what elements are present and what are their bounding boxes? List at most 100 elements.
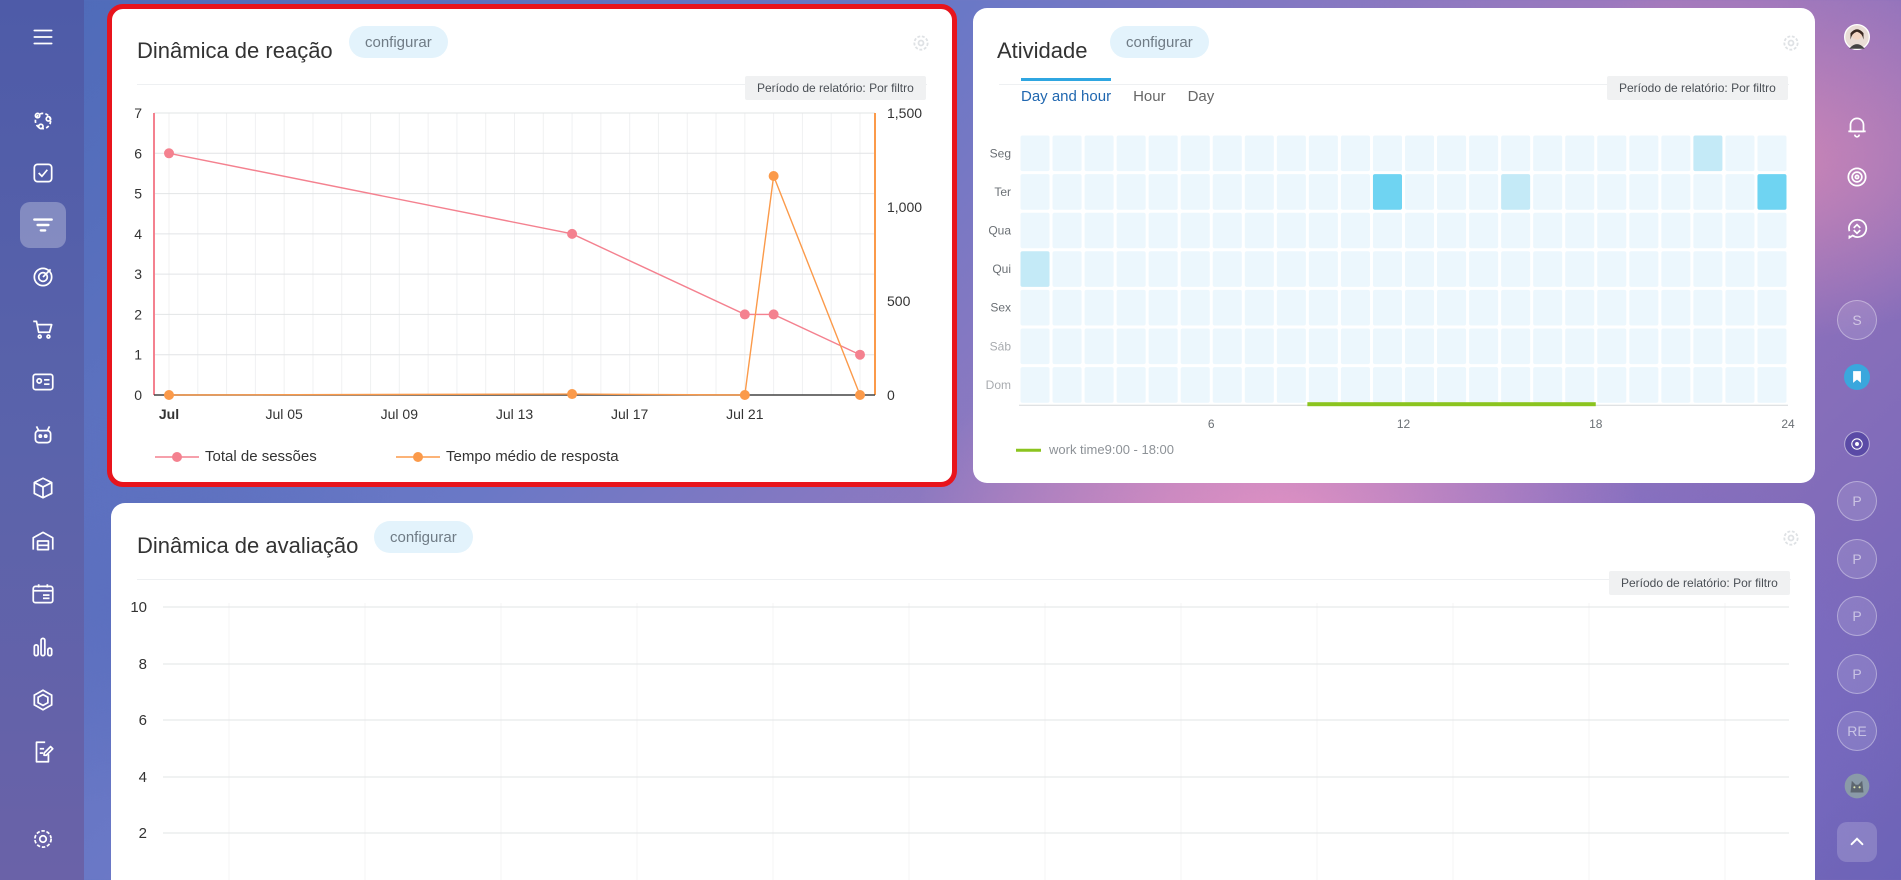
heatmap-cell	[1661, 135, 1691, 172]
heatmap-cell	[1533, 251, 1563, 287]
legend-label: Tempo médio de resposta	[446, 448, 619, 465]
heatmap-cell	[1565, 174, 1595, 210]
data-point	[567, 389, 578, 400]
heatmap-cell	[1725, 367, 1755, 403]
y-tick-label: 4	[139, 769, 147, 786]
heatmap-cell	[1757, 174, 1787, 210]
contact-avatar-p3[interactable]: P	[1837, 596, 1877, 636]
sidebar-item-crm[interactable]	[20, 98, 66, 144]
configure-button[interactable]: configurar	[349, 26, 448, 58]
heatmap-cell	[1084, 289, 1114, 326]
settings-gear-icon[interactable]	[911, 33, 931, 53]
heatmap-cell	[1597, 135, 1627, 172]
heatmap-cell	[1629, 328, 1659, 365]
y-tick-label-left: 5	[134, 186, 142, 202]
contact-avatar-cat[interactable]	[1837, 766, 1877, 806]
y-tick-label: 8	[139, 656, 147, 673]
x-tick-label: Jul 05	[265, 406, 303, 422]
sidebar-item-target[interactable]	[20, 254, 66, 300]
robot-icon	[34, 425, 52, 444]
heatmap-cell	[1212, 328, 1242, 365]
cart-icon	[33, 320, 53, 339]
heatmap-cell	[1180, 289, 1210, 326]
x-tick-label: Jul 13	[496, 406, 534, 422]
configure-button[interactable]: configurar	[1110, 26, 1209, 58]
configure-button[interactable]: configurar	[374, 521, 473, 553]
settings-gear-icon[interactable]	[1781, 33, 1801, 53]
cat-avatar-icon	[1844, 773, 1870, 799]
heatmap-cell	[1244, 289, 1274, 326]
heatmap-cell	[1693, 367, 1723, 403]
menu-button[interactable]	[20, 14, 66, 60]
header-divider	[137, 84, 927, 85]
x-tick-label: 6	[1208, 417, 1215, 431]
heatmap-cell	[1308, 212, 1338, 249]
heatmap-cell	[1437, 251, 1467, 287]
heatmap-cell	[1437, 289, 1467, 326]
heatmap-cell	[1244, 367, 1274, 403]
group-chat-button[interactable]	[1837, 424, 1877, 464]
heatmap-cell	[1340, 135, 1370, 172]
legend-item-sessions[interactable]: Total de sessões	[155, 448, 317, 465]
heatmap-cell	[1084, 367, 1114, 403]
sidebar-item-shop[interactable]	[20, 306, 66, 352]
contact-avatar-p2[interactable]: P	[1837, 539, 1877, 579]
legend-item-response-time[interactable]: Tempo médio de resposta	[396, 448, 619, 465]
heatmap-cell	[1501, 367, 1531, 403]
contact-avatar-s[interactable]: S	[1837, 300, 1877, 340]
sidebar-item-warehouse[interactable]	[20, 518, 66, 564]
bookmark-icon	[1844, 364, 1870, 390]
copilot-button[interactable]	[1837, 157, 1877, 197]
card-title: Atividade	[997, 38, 1088, 63]
tab-day-and-hour[interactable]: Day and hour	[1021, 78, 1112, 118]
heatmap-cell	[1148, 251, 1178, 287]
bookmarks-button[interactable]	[1837, 357, 1877, 397]
contact-avatar-re[interactable]: RE	[1837, 711, 1877, 751]
sidebar-item-tasks[interactable]	[20, 150, 66, 196]
sidebar-item-settings[interactable]	[20, 816, 66, 862]
contact-avatar-p1[interactable]: P	[1837, 481, 1877, 521]
chat-sync-button[interactable]	[1837, 209, 1877, 249]
sidebar-item-automation[interactable]	[20, 412, 66, 458]
heatmap-row-label: Qui	[992, 262, 1011, 276]
heatmap-cell	[1597, 174, 1627, 210]
heatmap-cell	[1629, 174, 1659, 210]
heatmap-cell	[1180, 251, 1210, 287]
heatmap-cell	[1340, 328, 1370, 365]
heatmap-cell	[1148, 135, 1178, 172]
heatmap-cell	[1276, 174, 1306, 210]
tab-hour[interactable]: Hour	[1133, 88, 1166, 105]
heatmap-cell	[1501, 289, 1531, 326]
heatmap-cell	[1244, 328, 1274, 365]
user-avatar[interactable]	[1837, 17, 1877, 57]
heatmap-cell	[1052, 212, 1082, 249]
sidebar-item-calendar[interactable]	[20, 571, 66, 617]
settings-gear-icon[interactable]	[1781, 528, 1801, 548]
sidebar-item-inventory[interactable]	[20, 465, 66, 511]
sidebar-item-contacts[interactable]	[20, 359, 66, 405]
y-tick-label-right: 0	[887, 387, 895, 403]
heatmap-cell	[1629, 135, 1659, 172]
data-point	[739, 309, 750, 320]
data-point	[164, 148, 174, 159]
heatmap-cell	[1148, 328, 1178, 365]
notifications-button[interactable]	[1837, 106, 1877, 146]
contact-avatar-p4[interactable]: P	[1837, 654, 1877, 694]
heatmap-cell	[1276, 135, 1306, 172]
tab-day[interactable]: Day	[1187, 88, 1215, 105]
heatmap-cell	[1725, 251, 1755, 287]
heatmap-cell	[1757, 289, 1787, 326]
heatmap-cell	[1052, 174, 1082, 210]
heatmap-row-label: Ter	[994, 185, 1011, 199]
sidebar-item-documents[interactable]	[20, 729, 66, 775]
sidebar-item-reports[interactable]	[20, 624, 66, 670]
heatmap-cell	[1308, 135, 1338, 172]
heatmap-cell	[1244, 212, 1274, 249]
sidebar-item-funnel[interactable]	[20, 202, 66, 248]
heatmap-cell	[1725, 174, 1755, 210]
heatmap-cell	[1372, 174, 1402, 210]
avatar: RE	[1837, 711, 1877, 751]
heatmap-cell	[1148, 212, 1178, 249]
sidebar-item-hexagon[interactable]	[20, 677, 66, 723]
scroll-up-button[interactable]	[1837, 822, 1877, 862]
